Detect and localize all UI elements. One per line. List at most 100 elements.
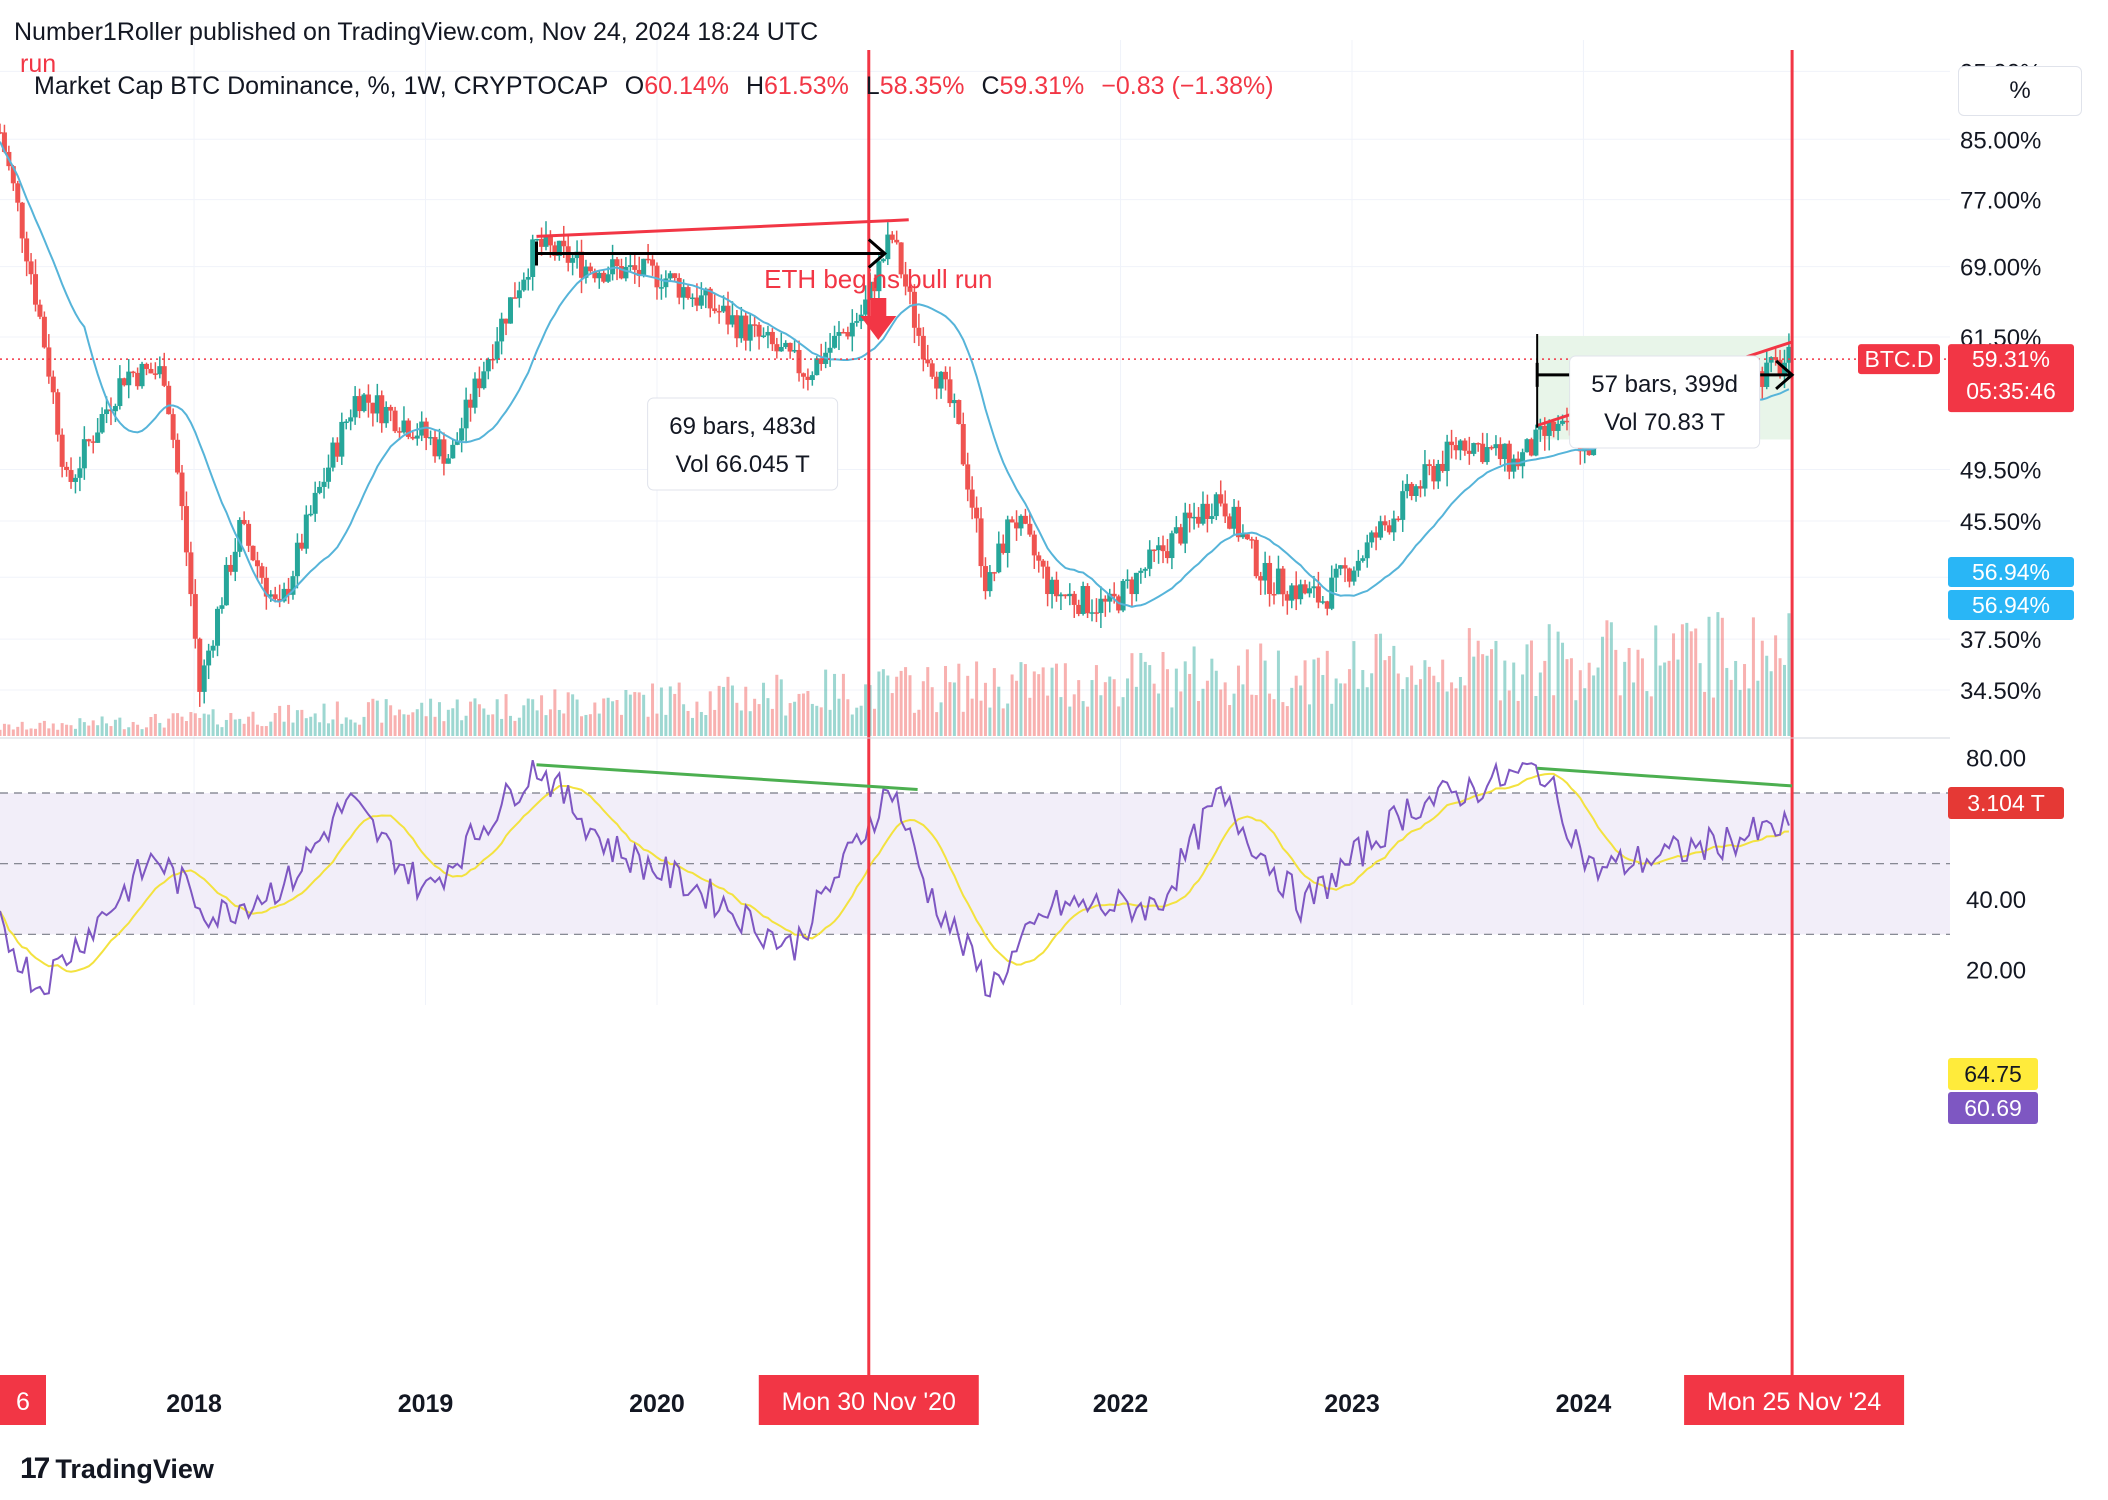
volume-bar [287, 704, 291, 736]
measure-arrowhead [1775, 359, 1795, 390]
candle-body [81, 439, 87, 469]
candle-body [783, 342, 789, 348]
volume-bar [580, 716, 584, 736]
volume-bar [340, 723, 344, 736]
candle-body [1440, 463, 1446, 472]
percent-scale-button[interactable]: % [1958, 66, 2082, 116]
price-tick-label: 34.50% [1960, 678, 2041, 705]
candle-body [1191, 516, 1197, 519]
volume-bar [708, 691, 712, 736]
candle-body [570, 258, 576, 263]
volume-bar [1383, 660, 1387, 736]
candle-body [1080, 586, 1086, 614]
volume-bar [748, 711, 752, 736]
candle-body [1453, 445, 1459, 451]
volume-bar [153, 713, 157, 736]
volume-bar [983, 682, 987, 736]
volume-bar [1259, 643, 1263, 736]
rsi-line [0, 759, 1790, 998]
candle-body [28, 261, 34, 275]
candle-body [703, 288, 709, 296]
tradingview-logo[interactable]: 17 TradingView [20, 1452, 214, 1486]
volume-bar [642, 694, 646, 736]
volume-bar [1609, 622, 1613, 736]
volume-bar [548, 709, 552, 736]
candle-body [90, 441, 96, 443]
candle-body [1018, 515, 1024, 529]
candle-body [774, 344, 780, 352]
candle-body [472, 378, 478, 408]
ohlc-legend[interactable]: Market Cap BTC Dominance, %, 1W, CRYPTOC… [34, 72, 1274, 101]
candle-body [1302, 584, 1308, 594]
volume-bar [562, 713, 566, 736]
volume-bar [1600, 636, 1604, 736]
volume-bar [624, 690, 628, 736]
candle-body [135, 372, 141, 387]
candle-body [1444, 441, 1450, 472]
candle-body [1533, 429, 1539, 456]
volume-bar [1015, 680, 1019, 736]
volume-bar [1627, 647, 1631, 736]
volume-bar [402, 714, 406, 736]
candle-body [454, 440, 460, 445]
volume-bar [1423, 660, 1427, 736]
volume-bar [406, 714, 410, 736]
candle-body [1475, 443, 1481, 445]
volume-bar [247, 716, 251, 736]
candle-body [1209, 516, 1215, 519]
volume-bar [1303, 660, 1307, 736]
candle-body [1147, 549, 1153, 569]
rsi-ma-badge-bg [1948, 1058, 2038, 1090]
volume-bar [1152, 683, 1156, 736]
volume-bar [482, 708, 486, 736]
candle-body [738, 315, 744, 339]
volume-bar [1556, 631, 1560, 736]
volume-bar [1636, 649, 1640, 736]
l-value: 58.35% [879, 72, 965, 100]
candle-body [1311, 586, 1317, 589]
measure-arrowhead [867, 238, 888, 269]
volume-bar [313, 713, 317, 736]
candle-body [849, 322, 855, 337]
time-tick-label: 2020 [629, 1390, 685, 1418]
candle-body [809, 375, 815, 380]
volume-badge: 3.104 T [1967, 790, 2045, 816]
volume-bar [1108, 676, 1112, 736]
candle-body [1422, 464, 1428, 489]
volume-bar [659, 687, 663, 736]
candle-body [1777, 359, 1783, 375]
candle-body [721, 305, 727, 312]
candle-body [1262, 562, 1268, 581]
candle-body [1053, 579, 1059, 597]
volume-bar [810, 703, 814, 736]
time-tick-label: 2024 [1556, 1390, 1612, 1418]
volume-bar [1245, 649, 1249, 736]
volume-bar [207, 714, 211, 736]
volume-bar [176, 713, 180, 736]
candle-body [308, 513, 314, 516]
volume-bar [1552, 695, 1556, 736]
volume-bar [255, 724, 259, 736]
volume-bar [1028, 697, 1032, 736]
volume-bar [278, 705, 282, 736]
volume-bar [726, 676, 730, 736]
volume-bar [1418, 679, 1422, 736]
volume-bar [437, 702, 441, 736]
volume-bar [1232, 693, 1236, 736]
candle-body [1196, 516, 1202, 524]
volume-bar [331, 719, 335, 736]
candle-body [1133, 572, 1139, 595]
candle-body [556, 240, 562, 256]
candle-body [1284, 594, 1290, 601]
volume-bar [1592, 675, 1596, 736]
clipped-label: run [20, 50, 57, 78]
volume-bar [233, 719, 237, 736]
candle-body [641, 258, 647, 276]
volume-bar [1263, 660, 1267, 736]
candle-body [206, 650, 212, 666]
volume-bar [242, 723, 246, 736]
candle-body [485, 358, 491, 372]
volume-bar [1330, 703, 1334, 736]
candle-body [960, 424, 966, 465]
